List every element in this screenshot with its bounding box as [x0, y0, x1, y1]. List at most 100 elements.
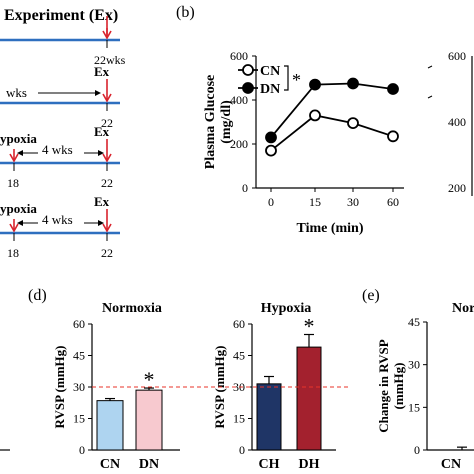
y-tick-label: 0 [414, 443, 420, 457]
glucose-legend: CN DN * [238, 64, 301, 97]
duration-arrow-head-left [17, 150, 23, 156]
bar-dn [135, 389, 163, 451]
ex-label: Ex [94, 194, 110, 209]
y-axis-unit: (mmHg) [391, 363, 406, 410]
y-tick-label: 30 [408, 358, 420, 372]
series-line-cn [270, 114, 394, 152]
panel-e-letter: (e) [362, 287, 380, 304]
experiment-header: Experiment (Ex) [4, 7, 118, 24]
glucose-axes: 0 200 400 600 0 15 30 60 Time (min) Plasma Glucos… [203, 49, 404, 236]
ex-arrow-head [102, 93, 112, 103]
glucose-series [265, 77, 399, 157]
legend-marker [242, 82, 254, 94]
ex-arrow-head [102, 153, 112, 163]
category-label: CH [259, 457, 280, 472]
duration-label-bg [38, 213, 84, 227]
ex-label: Ex [94, 64, 110, 79]
legend-marker [242, 64, 254, 76]
y-axis-label: RVSP (mmHg) [52, 346, 67, 429]
x-tick-label: 0 [268, 195, 274, 209]
y-tick-label: 0 [79, 443, 85, 457]
category-label: CN [441, 457, 461, 472]
timeline-end-label: 22 [101, 116, 113, 130]
y-tick-label: 600 [230, 49, 248, 63]
bar-dh [296, 346, 322, 451]
data-point-dn [309, 78, 321, 91]
chart-title: Normoxia [102, 301, 162, 316]
category-label: CN [100, 457, 120, 472]
x-tick-label: 30 [347, 195, 359, 209]
partial-legend-mark [427, 65, 433, 69]
significance-star: * [292, 70, 301, 90]
timeline-end-label: 22wks [94, 53, 126, 67]
data-point-cn [265, 144, 277, 157]
ex-arrow-head [102, 223, 112, 233]
timeline-start-label: 18 [7, 246, 19, 260]
panel-d-rvsp-charts: (d) 0 15 30 45 60 Normoxia RVSP (mmHg) CN DN * 0 1… [0, 287, 348, 472]
x-tick-label: 60 [387, 195, 399, 209]
y-tick-label: 60 [73, 317, 85, 331]
y-tick-label: 45 [73, 349, 85, 363]
y-tick-label: 0 [242, 181, 248, 195]
y-tick-label: 400 [230, 93, 248, 107]
panel-c-partial-axis: 200 400 600 [427, 49, 473, 196]
data-point-dn [347, 77, 359, 90]
data-point-dn [265, 131, 277, 144]
y-tick-label: 0 [239, 443, 245, 457]
duration-arrow-head-right [98, 150, 104, 156]
legend-label-cn: CN [260, 64, 280, 79]
panel-d-letter: (d) [28, 287, 47, 304]
start-arrow-head [9, 223, 19, 233]
ex-arrow-head [102, 30, 112, 40]
y-tick-label: 200 [230, 137, 248, 151]
bar-cn [96, 400, 124, 451]
data-point-cn [387, 130, 399, 143]
duration-label: wks [6, 85, 27, 100]
y-axis-unit: (mg/dl) [219, 100, 234, 144]
y-tick-label: 60 [233, 317, 245, 331]
category-label: DH [299, 457, 320, 472]
partial-y-tick-label: 600 [448, 49, 466, 63]
panel-b-letter: (b) [176, 4, 195, 21]
duration-label: 4 wks [42, 142, 73, 157]
panel-b-glucose-chart: (b) 0 200 400 600 0 15 30 60 Time (min) Plasma Gl… [176, 4, 404, 236]
y-tick-label: 15 [73, 412, 85, 426]
change-rvsp-chart: 0 15 30 45 Change in RVSP (mmHg) CN [376, 315, 474, 472]
y-axis-label: Plasma Glucose [203, 75, 218, 170]
data-point-cn [309, 109, 321, 122]
chart-title: Hypoxia [261, 301, 312, 316]
timeline-end-label: 22 [101, 246, 113, 260]
hypoxia-label: ypoxia [0, 131, 37, 146]
category-label: DN [139, 457, 159, 472]
bar-ch [256, 383, 282, 451]
duration-arrow-head-right [98, 220, 104, 226]
x-tick-label: 15 [309, 195, 321, 209]
y-tick-label: 15 [233, 412, 245, 426]
significance-star: * [144, 367, 155, 392]
series-line-dn [270, 82, 394, 138]
partial-y-tick-label: 400 [448, 115, 466, 129]
timeline-end-label: 22 [101, 176, 113, 190]
significance-star: * [304, 314, 315, 339]
panel-e-title: Nor [452, 301, 474, 316]
y-tick-label: 45 [408, 315, 420, 329]
timeline-start-label: 18 [7, 176, 19, 190]
panel-e-change-chart: (e) Nor 0 15 30 45 Change in RVSP (mmHg) CN [362, 287, 474, 472]
duration-arrow-head [95, 90, 101, 96]
ex-label: Ex [94, 124, 110, 139]
y-tick-label: 45 [233, 349, 245, 363]
duration-arrow-head-left [17, 220, 23, 226]
normoxia-chart: 0 15 30 45 60 Normoxia RVSP (mmHg) CN DN * [52, 301, 180, 472]
legend-label-dn: DN [260, 82, 280, 97]
panel-a-timeline: Experiment (Ex) 22wks22Exwks22Exypoxia18… [0, 7, 126, 260]
start-arrow-head [9, 153, 19, 163]
y-tick-label: 30 [73, 380, 85, 394]
partial-legend-mark [427, 95, 433, 99]
significance-bracket [284, 65, 289, 91]
y-tick-label: 15 [408, 400, 420, 414]
data-point-cn [347, 117, 359, 129]
hypoxia-label: ypoxia [0, 201, 37, 216]
x-axis-label: Time (min) [296, 221, 363, 236]
